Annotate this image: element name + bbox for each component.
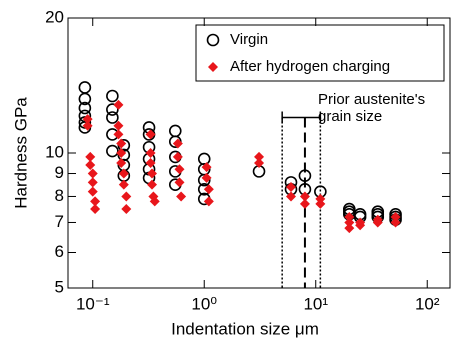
point xyxy=(78,101,92,115)
point xyxy=(78,92,92,106)
point xyxy=(315,198,326,209)
point xyxy=(390,211,401,222)
point xyxy=(82,120,93,131)
y-tick-label: 9 xyxy=(55,163,64,182)
point xyxy=(299,191,310,202)
point xyxy=(106,89,119,103)
point xyxy=(82,114,93,125)
annotation: grain size xyxy=(318,108,382,125)
x-axis-label: Indentation size μm xyxy=(171,319,319,338)
annotation: Prior austenite's xyxy=(318,91,425,108)
point xyxy=(176,191,187,202)
point xyxy=(203,196,214,207)
x-tick-label: 10¹ xyxy=(303,294,328,313)
point xyxy=(146,168,157,179)
point xyxy=(113,120,124,131)
legend-box xyxy=(195,24,445,82)
y-axis-label: Hardness GPa xyxy=(11,97,30,209)
point xyxy=(286,191,297,202)
point xyxy=(197,152,211,166)
point xyxy=(90,204,101,215)
point xyxy=(149,196,160,207)
point xyxy=(113,99,124,110)
point xyxy=(172,138,183,149)
point xyxy=(286,181,297,192)
point xyxy=(372,217,383,228)
point xyxy=(355,220,366,231)
point xyxy=(85,151,96,162)
point xyxy=(146,179,157,190)
y-tick-label: 10 xyxy=(45,142,64,161)
point xyxy=(172,151,183,162)
point xyxy=(106,103,119,116)
point xyxy=(121,191,132,202)
point xyxy=(87,168,98,179)
legend-label: Virgin xyxy=(230,31,268,48)
x-tick-label: 10⁰ xyxy=(191,294,217,313)
point xyxy=(113,129,124,140)
y-tick-label: 20 xyxy=(45,7,64,26)
legend-label: After hydrogen charging xyxy=(230,58,390,75)
point xyxy=(344,211,355,222)
point xyxy=(106,111,119,124)
point xyxy=(201,162,212,173)
point xyxy=(85,160,96,171)
point xyxy=(145,148,156,158)
legend-marker xyxy=(206,33,220,47)
point xyxy=(116,157,127,168)
point xyxy=(254,151,265,162)
point xyxy=(145,129,156,140)
point xyxy=(344,223,355,234)
point xyxy=(201,172,212,183)
point xyxy=(78,81,92,94)
point xyxy=(174,164,185,175)
x-tick-label: 10² xyxy=(415,294,440,313)
point xyxy=(118,168,129,179)
point xyxy=(118,179,129,190)
y-tick-label: 8 xyxy=(55,186,64,205)
point xyxy=(390,217,401,228)
point xyxy=(121,204,132,215)
y-tick-label: 7 xyxy=(55,212,64,231)
point xyxy=(344,217,355,228)
legend-marker xyxy=(208,62,218,72)
point xyxy=(203,184,214,195)
point xyxy=(106,144,119,158)
point xyxy=(168,124,182,138)
point xyxy=(298,169,312,182)
x-tick-label: 10⁻¹ xyxy=(76,294,110,313)
y-tick-label: 5 xyxy=(55,277,64,296)
point xyxy=(145,157,156,168)
y-tick-label: 6 xyxy=(55,242,64,261)
point xyxy=(197,173,211,187)
point xyxy=(87,177,98,188)
point xyxy=(254,157,265,168)
point xyxy=(116,138,127,149)
point xyxy=(90,196,101,207)
point xyxy=(174,177,185,188)
point xyxy=(299,198,310,209)
point xyxy=(116,148,127,158)
point xyxy=(87,186,98,197)
